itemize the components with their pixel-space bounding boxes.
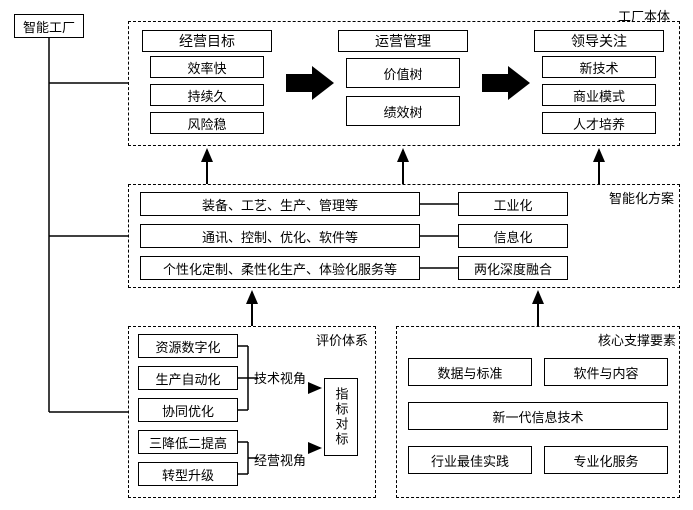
core-item-b: 软件与内容 (544, 358, 668, 386)
col3-item-0: 新技术 (542, 56, 656, 78)
eval-item-0: 资源数字化 (138, 334, 238, 358)
plan-row0-right: 工业化 (458, 192, 568, 216)
col1-title: 经营目标 (179, 31, 235, 51)
col2-title: 运营管理 (375, 31, 431, 51)
core-item-a: 数据与标准 (408, 358, 532, 386)
core-support-label: 核心支撑要素 (588, 330, 676, 349)
plan-row2-right: 两化深度融合 (458, 256, 568, 280)
col1-item-1: 持续久 (150, 84, 264, 106)
eval-target-box: 指标对标 (324, 378, 358, 456)
factory-body-label: 工厂本体 (610, 6, 670, 25)
evaluation-label: 评价体系 (310, 330, 368, 349)
col3-title-box: 领导关注 (534, 30, 664, 52)
col1-title-box: 经营目标 (142, 30, 272, 52)
eval-item-4: 转型升级 (138, 462, 238, 486)
biz-view-label: 经营视角 (252, 450, 308, 469)
plan-row2-left: 个性化定制、柔性化生产、体验化服务等 (140, 256, 420, 280)
col2-item-1: 绩效树 (346, 96, 460, 126)
col1-item-2: 风险稳 (150, 112, 264, 134)
eval-item-3: 三降低二提高 (138, 430, 238, 454)
col2-title-box: 运营管理 (338, 30, 468, 52)
core-item-c: 新一代信息技术 (408, 402, 668, 430)
smart-plan-label: 智能化方案 (602, 188, 674, 207)
core-item-d: 行业最佳实践 (408, 446, 532, 474)
plan-row1-right: 信息化 (458, 224, 568, 248)
plan-row1-left: 通讯、控制、优化、软件等 (140, 224, 420, 248)
root-title-box: 智能工厂 (14, 14, 84, 38)
col3-title: 领导关注 (571, 31, 627, 51)
root-title: 智能工厂 (23, 17, 75, 36)
col3-item-2: 人才培养 (542, 112, 656, 134)
col3-item-1: 商业模式 (542, 84, 656, 106)
core-item-e: 专业化服务 (544, 446, 668, 474)
eval-item-1: 生产自动化 (138, 366, 238, 390)
col1-item-0: 效率快 (150, 56, 264, 78)
tech-view-label: 技术视角 (252, 368, 308, 387)
plan-row0-left: 装备、工艺、生产、管理等 (140, 192, 420, 216)
col2-item-0: 价值树 (346, 58, 460, 88)
eval-item-2: 协同优化 (138, 398, 238, 422)
eval-target: 指标对标 (332, 387, 351, 447)
